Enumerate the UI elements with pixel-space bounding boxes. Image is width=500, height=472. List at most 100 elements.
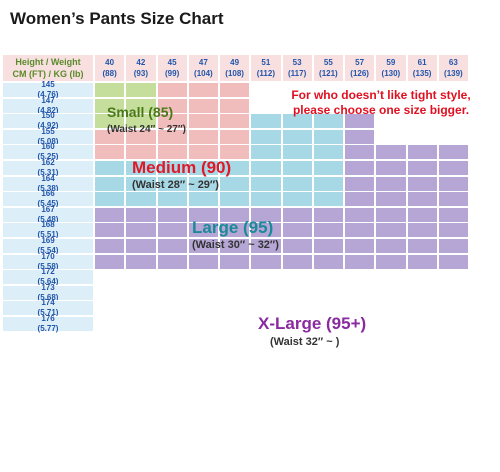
size-cell bbox=[156, 300, 188, 317]
weight-kg: 63 bbox=[448, 58, 458, 67]
height-ft: (5.71) bbox=[37, 308, 59, 318]
size-cell bbox=[250, 284, 282, 301]
size-cell bbox=[187, 97, 219, 114]
weight-kg: 49 bbox=[230, 58, 240, 67]
size-cell bbox=[250, 144, 282, 161]
size-cell bbox=[94, 238, 126, 255]
size-cell bbox=[187, 253, 219, 270]
size-cell bbox=[250, 191, 282, 208]
height-label: 173 (5.68) bbox=[2, 282, 94, 302]
size-cell bbox=[281, 253, 313, 270]
size-cell bbox=[94, 82, 126, 99]
size-cell bbox=[437, 206, 469, 223]
size-cell bbox=[437, 160, 469, 177]
size-cell bbox=[437, 128, 469, 145]
height-label: 150 (4.92) bbox=[2, 111, 94, 130]
size-cell bbox=[406, 128, 438, 145]
height-cm: 155 bbox=[41, 126, 55, 136]
size-cell bbox=[375, 82, 407, 99]
weight-lb: (108) bbox=[225, 69, 244, 78]
size-cell bbox=[250, 238, 282, 255]
size-cell bbox=[406, 269, 438, 286]
size-waist-medium: (Waist 28″ ~ 29″) bbox=[132, 179, 219, 191]
size-cell bbox=[94, 206, 126, 223]
size-cell bbox=[344, 175, 376, 192]
size-cell bbox=[156, 222, 188, 239]
size-cell bbox=[125, 238, 157, 255]
size-cell bbox=[94, 175, 126, 192]
size-waist-large: (Waist 30″ ~ 32″) bbox=[192, 239, 279, 251]
size-cell bbox=[219, 316, 251, 333]
size-cell bbox=[219, 175, 251, 192]
size-cell bbox=[125, 144, 157, 161]
size-cell bbox=[344, 284, 376, 301]
size-cell bbox=[375, 253, 407, 270]
size-cell bbox=[281, 284, 313, 301]
size-cell bbox=[94, 144, 126, 161]
weight-header: 51 (112) bbox=[250, 54, 282, 82]
weight-lb: (112) bbox=[256, 69, 275, 78]
size-cell bbox=[375, 269, 407, 286]
size-cell bbox=[344, 300, 376, 317]
size-cell bbox=[156, 206, 188, 223]
height-label: 169 (5.54) bbox=[2, 236, 94, 255]
size-cell bbox=[344, 238, 376, 255]
size-cell bbox=[156, 191, 188, 208]
size-cell bbox=[187, 222, 219, 239]
weight-lb: (99) bbox=[165, 69, 180, 78]
height-ft: (4.82) bbox=[37, 105, 59, 115]
size-cell bbox=[406, 113, 438, 130]
size-cell bbox=[219, 238, 251, 255]
size-cell bbox=[312, 175, 344, 192]
height-cm: 168 bbox=[41, 220, 55, 230]
size-cell bbox=[281, 97, 313, 114]
size-cell bbox=[312, 269, 344, 286]
size-cell bbox=[312, 144, 344, 161]
height-ft: (5.68) bbox=[37, 292, 59, 302]
size-cell bbox=[156, 144, 188, 161]
height-ft: (5.31) bbox=[37, 168, 59, 178]
size-cell bbox=[250, 128, 282, 145]
size-cell bbox=[94, 113, 126, 130]
size-cell bbox=[344, 128, 376, 145]
size-cell bbox=[250, 253, 282, 270]
height-ft: (5.08) bbox=[37, 136, 59, 146]
weight-lb: (93) bbox=[133, 69, 148, 78]
weight-lb: (139) bbox=[444, 69, 463, 78]
size-cell bbox=[375, 284, 407, 301]
weight-lb: (121) bbox=[319, 69, 338, 78]
size-cell bbox=[437, 300, 469, 317]
size-cell bbox=[281, 300, 313, 317]
size-cell bbox=[344, 269, 376, 286]
size-cell bbox=[344, 316, 376, 333]
size-cell bbox=[375, 300, 407, 317]
chart-title: Women’s Pants Size Chart bbox=[10, 9, 224, 28]
size-cell bbox=[312, 82, 344, 99]
size-cell bbox=[406, 206, 438, 223]
size-cell bbox=[312, 191, 344, 208]
size-cell bbox=[156, 82, 188, 99]
size-cell bbox=[156, 97, 188, 114]
weight-kg: 57 bbox=[355, 58, 365, 67]
height-cm: 176 bbox=[41, 314, 55, 324]
size-cell bbox=[281, 238, 313, 255]
size-cell bbox=[94, 316, 126, 333]
size-cell bbox=[406, 222, 438, 239]
weight-lb: (88) bbox=[102, 69, 117, 78]
weight-kg: 51 bbox=[261, 58, 271, 67]
size-cell bbox=[344, 191, 376, 208]
height-cm: 167 bbox=[41, 204, 55, 214]
weight-lb: (130) bbox=[381, 69, 401, 78]
weight-header: 61 (135) bbox=[406, 54, 438, 82]
size-cell bbox=[125, 206, 157, 223]
size-cell bbox=[156, 316, 188, 333]
size-cell bbox=[125, 82, 157, 99]
height-cm: 173 bbox=[41, 282, 55, 292]
height-ft: (5.58) bbox=[37, 261, 59, 271]
size-cell bbox=[94, 284, 126, 301]
size-cell bbox=[219, 97, 251, 114]
size-cell bbox=[187, 284, 219, 301]
height-label: 147 (4.82) bbox=[2, 96, 94, 115]
height-cm: 150 bbox=[41, 111, 55, 121]
size-cell bbox=[281, 82, 313, 99]
